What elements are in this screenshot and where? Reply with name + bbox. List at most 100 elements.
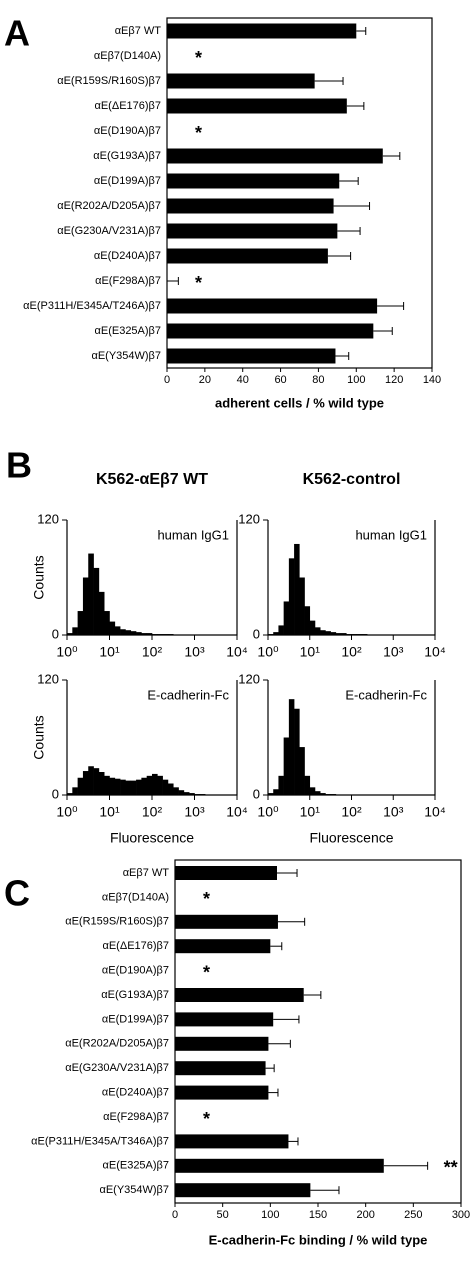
value-label: * bbox=[203, 962, 210, 982]
category-label: αE(F298A)β7 bbox=[103, 1111, 169, 1123]
value-label: * bbox=[195, 48, 202, 68]
category-label: αE(Y354W)β7 bbox=[99, 1184, 169, 1196]
error-bar bbox=[314, 77, 344, 85]
error-bar bbox=[383, 1161, 429, 1170]
x-tick-label: 10² bbox=[341, 644, 362, 660]
x-axis-label: E-cadherin-Fc binding / % wild type bbox=[209, 1232, 428, 1247]
bar bbox=[167, 73, 315, 89]
error-bar bbox=[327, 252, 352, 260]
x-tick-label: 10³ bbox=[383, 644, 404, 660]
histogram-bar bbox=[288, 558, 295, 635]
category-label: αE(E325A)β7 bbox=[95, 325, 162, 337]
error-bar bbox=[167, 277, 179, 285]
error-bar bbox=[270, 942, 283, 951]
histogram-bar bbox=[314, 627, 321, 635]
bar bbox=[167, 298, 378, 314]
bar bbox=[175, 1183, 311, 1198]
bar bbox=[167, 348, 336, 364]
bar bbox=[167, 23, 357, 39]
category-label: αE(Y354W)β7 bbox=[91, 350, 161, 362]
histogram-bar bbox=[304, 606, 311, 635]
value-label: ** bbox=[444, 1158, 458, 1178]
x-tick-label: 10¹ bbox=[300, 804, 321, 820]
error-bar bbox=[288, 1137, 299, 1146]
histogram-bar bbox=[320, 630, 326, 635]
bar bbox=[175, 1012, 274, 1027]
annotation: human IgG1 bbox=[157, 527, 229, 542]
error-bar bbox=[277, 869, 298, 877]
error-bar bbox=[303, 991, 322, 999]
histogram-bar bbox=[278, 625, 284, 635]
x-tick-label: 10² bbox=[142, 644, 163, 660]
histogram-bar bbox=[109, 777, 116, 795]
x-tick-label: 10⁴ bbox=[424, 804, 446, 820]
y-tick-label: 120 bbox=[37, 671, 59, 686]
histogram-bar bbox=[88, 553, 94, 635]
histogram-bar bbox=[67, 793, 73, 795]
histogram-bar bbox=[341, 633, 347, 635]
bar bbox=[175, 939, 271, 954]
histogram-bar bbox=[278, 775, 284, 795]
category-label: αE(D199A)β7 bbox=[94, 175, 161, 187]
histogram-bar bbox=[125, 780, 132, 795]
histogram-bar bbox=[82, 577, 89, 635]
histogram-bar bbox=[335, 633, 342, 635]
y-tick-label: 0 bbox=[253, 786, 260, 801]
histogram-bar bbox=[136, 779, 142, 795]
bar bbox=[175, 1061, 266, 1076]
histogram-bar bbox=[146, 775, 153, 795]
x-tick-label: 0 bbox=[172, 1209, 178, 1221]
histogram-bar bbox=[157, 775, 163, 795]
histogram-bar bbox=[299, 747, 305, 795]
histogram-bar bbox=[104, 775, 110, 795]
bar bbox=[167, 98, 347, 114]
x-axis-label: adherent cells / % wild type bbox=[215, 395, 384, 410]
plot-frame bbox=[166, 17, 433, 369]
x-tick-label: 100 bbox=[261, 1209, 279, 1221]
error-bar bbox=[356, 27, 367, 35]
plot-frame bbox=[174, 859, 462, 1204]
error-bar bbox=[377, 302, 405, 310]
histogram-bar bbox=[77, 611, 84, 635]
category-label: αE(F298A)β7 bbox=[95, 275, 161, 287]
x-tick-label: 10² bbox=[341, 804, 362, 820]
error-bar bbox=[268, 1088, 279, 1097]
category-label: αE(R202A/D205A)β7 bbox=[57, 200, 161, 212]
category-label: αE(ΔE176)β7 bbox=[94, 100, 161, 112]
value-label: * bbox=[195, 273, 202, 293]
bar bbox=[175, 1158, 384, 1173]
x-tick-label: 100 bbox=[347, 374, 365, 386]
histogram-bar bbox=[273, 789, 279, 795]
x-tick-label: 10¹ bbox=[99, 804, 120, 820]
x-tick-label: 10³ bbox=[184, 804, 205, 820]
x-tick-label: 10⁴ bbox=[424, 644, 446, 660]
histogram-bar bbox=[309, 620, 316, 635]
category-label: αE(G193A)β7 bbox=[101, 989, 169, 1001]
category-label: αEβ7 WT bbox=[115, 25, 162, 37]
category-label: αE(D190A)β7 bbox=[94, 125, 161, 137]
histogram-bar bbox=[114, 626, 121, 635]
histogram-bar bbox=[98, 591, 105, 635]
value-label: * bbox=[195, 123, 202, 143]
annotation: E-cadherin-Fc bbox=[147, 687, 229, 702]
panel-label: A bbox=[4, 13, 30, 54]
x-tick-label: 0 bbox=[164, 374, 170, 386]
x-axis-label: Fluorescence bbox=[110, 830, 194, 846]
histogram-bar bbox=[152, 773, 158, 795]
category-label: αE(D190A)β7 bbox=[102, 965, 169, 977]
histogram-bar bbox=[114, 778, 121, 795]
error-bar bbox=[273, 1015, 300, 1024]
histogram-bar bbox=[162, 779, 169, 795]
x-tick-label: 10⁴ bbox=[226, 644, 248, 660]
category-label: αE(R159S/R160S)β7 bbox=[65, 916, 169, 928]
bar bbox=[175, 1134, 289, 1149]
histogram-bar bbox=[130, 780, 137, 795]
y-tick-label: 120 bbox=[37, 511, 59, 526]
y-tick-label: 0 bbox=[253, 626, 260, 641]
category-label: αEβ7(D140A) bbox=[102, 891, 169, 903]
error-bar bbox=[335, 352, 350, 360]
histogram-bar bbox=[109, 621, 116, 635]
x-tick-label: 200 bbox=[356, 1209, 374, 1221]
x-tick-label: 10⁴ bbox=[226, 804, 248, 820]
